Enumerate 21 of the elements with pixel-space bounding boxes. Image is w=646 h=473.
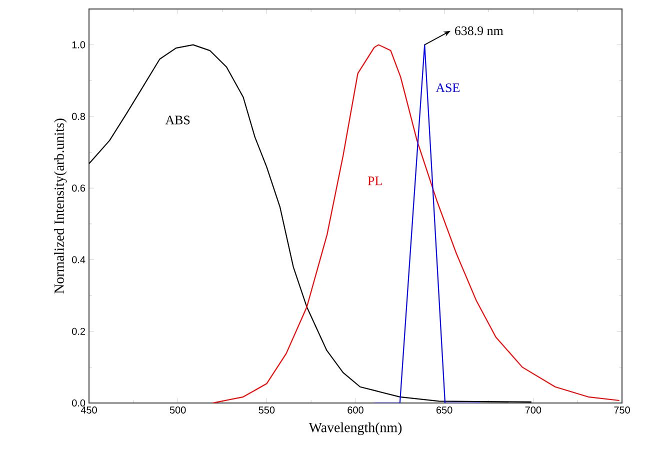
x-tick-label: 600 xyxy=(348,406,364,414)
x-axis-title: Wavelength(nm) xyxy=(308,422,402,436)
y-tick-label: 0.0 xyxy=(72,399,86,407)
y-tick-label: 0.4 xyxy=(72,256,86,264)
line-series xyxy=(212,44,620,403)
text: PL xyxy=(368,176,382,186)
annotation: 638.9 nm xyxy=(454,26,504,36)
x-tick-label: 650 xyxy=(436,406,452,414)
series-label: ASE xyxy=(436,83,460,92)
x-tick-label: 500 xyxy=(170,406,186,414)
y-tick-label: 1.0 xyxy=(72,41,86,48)
x-tick-label: 700 xyxy=(525,406,542,414)
text: ABS xyxy=(165,116,190,124)
y-tick-label: 0.6 xyxy=(72,184,86,192)
line-series xyxy=(89,44,532,402)
x-tick-label: 450 xyxy=(80,406,97,414)
x-tick-label: 750 xyxy=(614,406,630,414)
y-tick-label: 0.2 xyxy=(72,328,85,335)
y-axis-title: Normalized Intensity(arb.units) xyxy=(54,118,67,294)
y-tick-label: 0.8 xyxy=(72,112,86,120)
x-tick-label: 550 xyxy=(258,406,275,414)
